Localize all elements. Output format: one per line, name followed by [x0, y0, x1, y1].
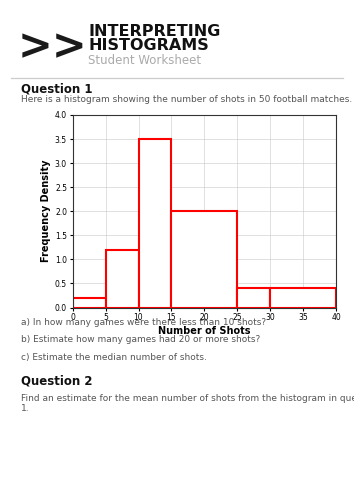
Bar	[138, 139, 171, 308]
Text: b) Estimate how many games had 20 or more shots?: b) Estimate how many games had 20 or mor…	[21, 336, 261, 344]
Text: >>: >>	[18, 26, 87, 68]
Text: Find an estimate for the mean number of shots from the histogram in question: Find an estimate for the mean number of …	[21, 394, 354, 403]
Text: Student Worksheet: Student Worksheet	[88, 54, 202, 68]
Text: Here is a histogram showing the number of shots in 50 football matches.: Here is a histogram showing the number o…	[21, 96, 353, 104]
X-axis label: Number of Shots: Number of Shots	[158, 326, 251, 336]
Y-axis label: Frequency Density: Frequency Density	[41, 160, 51, 262]
Text: INTERPRETING: INTERPRETING	[88, 24, 221, 38]
Bar	[270, 288, 336, 308]
Text: HISTOGRAMS: HISTOGRAMS	[88, 38, 209, 54]
Bar	[73, 298, 105, 308]
Text: c) Estimate the median number of shots.: c) Estimate the median number of shots.	[21, 353, 207, 362]
Text: 1.: 1.	[21, 404, 30, 413]
Bar	[238, 288, 270, 308]
Bar	[105, 250, 138, 308]
Text: a) In how many games were there less than 10 shots?: a) In how many games were there less tha…	[21, 318, 266, 327]
Text: Question 1: Question 1	[21, 82, 93, 96]
Bar	[171, 211, 238, 308]
Text: Question 2: Question 2	[21, 374, 93, 388]
